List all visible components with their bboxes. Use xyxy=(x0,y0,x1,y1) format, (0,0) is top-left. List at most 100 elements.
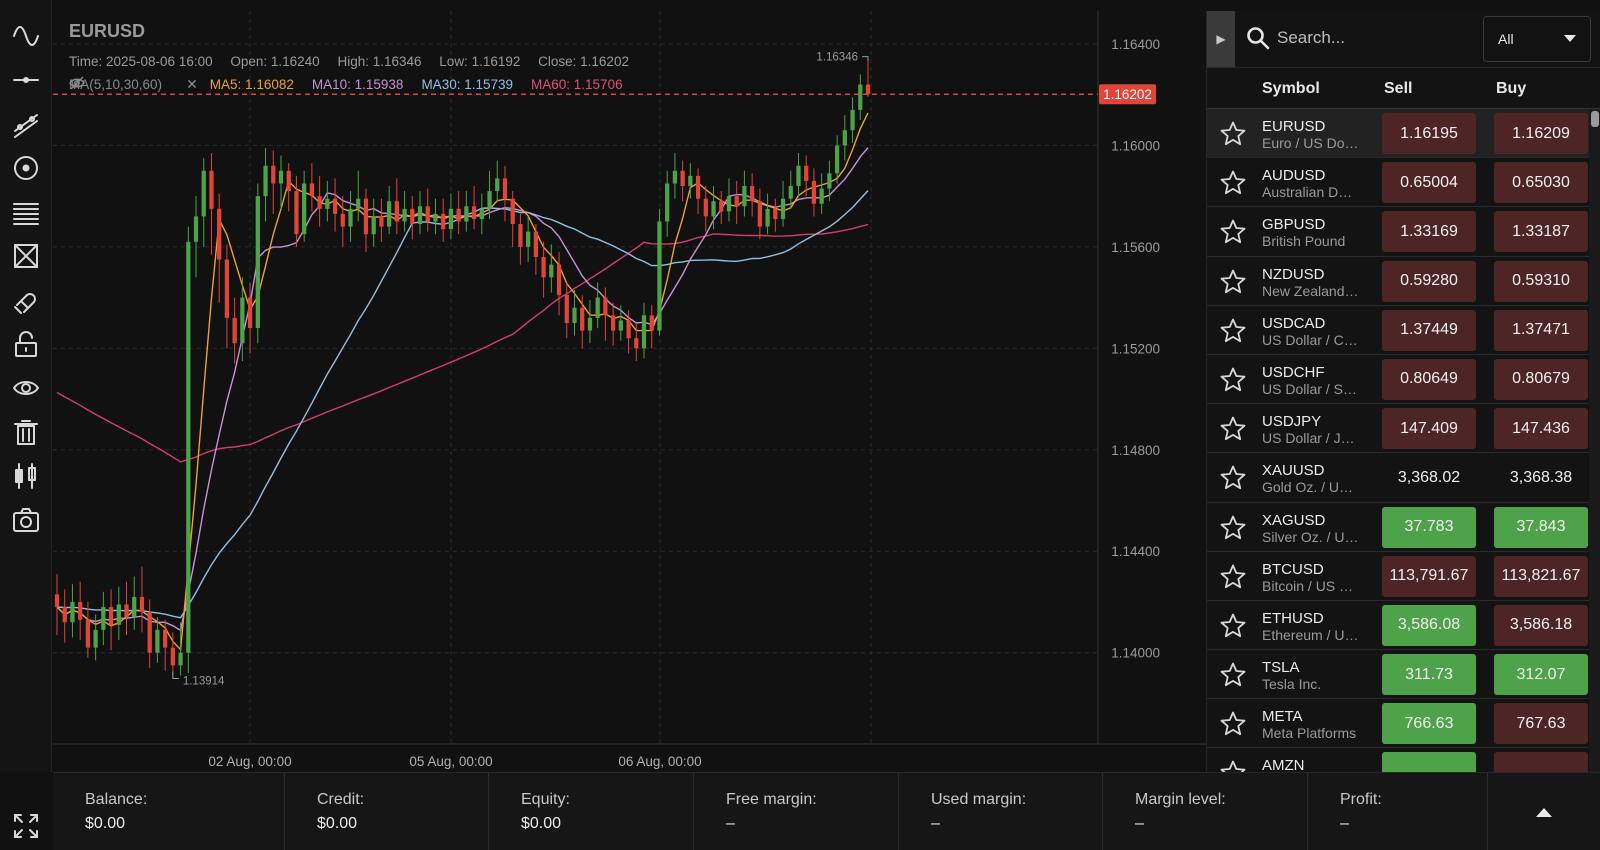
favorite-star-icon[interactable] xyxy=(1219,169,1247,197)
sell-price-button[interactable]: 1.37449 xyxy=(1382,309,1476,351)
margin-level-value: – xyxy=(1135,815,1144,832)
buy-price-button[interactable]: 767.63 xyxy=(1494,703,1588,745)
buy-price-button[interactable]: 147.436 xyxy=(1494,408,1588,450)
buy-price-button[interactable]: 3,368.38 xyxy=(1509,468,1573,486)
chart-type-button[interactable] xyxy=(6,458,46,494)
watchlist-row-gbpusd[interactable]: GBPUSD British Pound 1.33169 1.33187 xyxy=(1207,207,1589,257)
watchlist-row-eurusd[interactable]: EURUSD Euro / US Dollar 1.16195 1.16209 xyxy=(1207,109,1589,159)
favorite-star-icon[interactable] xyxy=(1219,710,1247,738)
buy-price-button[interactable]: 1.33187 xyxy=(1494,211,1588,253)
remove-indicator-icon[interactable]: ✕ xyxy=(186,76,198,92)
delete-drawings-button[interactable] xyxy=(6,414,46,450)
favorite-star-icon[interactable] xyxy=(1219,120,1247,148)
favorite-star-icon[interactable] xyxy=(1219,317,1247,345)
sell-price-button[interactable] xyxy=(1382,752,1476,772)
buy-price-button[interactable]: 37.843 xyxy=(1494,506,1588,548)
row-description: US Dollar / Canadian xyxy=(1262,331,1360,348)
wave-tool-button[interactable] xyxy=(6,18,46,54)
trend-line-tool-button[interactable] xyxy=(6,106,46,142)
candle-body xyxy=(62,607,67,623)
candle-body xyxy=(703,198,708,217)
candle-body xyxy=(124,604,129,618)
symbol-column-header[interactable]: Symbol xyxy=(1262,80,1320,97)
watchlist-row-tsla[interactable]: TSLA Tesla Inc. 311.73 312.07 xyxy=(1207,650,1589,700)
collapse-panel-button[interactable]: ▶ xyxy=(1207,11,1235,67)
favorite-star-icon[interactable] xyxy=(1219,563,1247,591)
candle-body xyxy=(471,206,477,219)
sell-price-button[interactable]: 113,791.67 xyxy=(1382,555,1476,597)
favorite-star-icon[interactable] xyxy=(1219,661,1247,689)
visibility-toggle-button[interactable] xyxy=(6,370,46,406)
buy-price-button[interactable]: 0.59310 xyxy=(1494,260,1588,302)
buy-price-button[interactable]: 113,821.67 xyxy=(1494,555,1588,597)
watchlist-row-amzn[interactable]: AMZNAmazon.com Inc. xyxy=(1207,748,1589,772)
lock-toggle-button[interactable] xyxy=(6,326,46,362)
sell-price-button[interactable]: 147.409 xyxy=(1382,408,1476,450)
free-margin-value: – xyxy=(726,815,735,832)
sell-price-button[interactable]: 3,586.08 xyxy=(1382,604,1476,646)
sell-price-button[interactable]: 766.63 xyxy=(1382,703,1476,745)
equity-label: Equity: xyxy=(521,791,570,808)
row-symbol: AMZN xyxy=(1262,757,1305,772)
favorite-star-icon[interactable] xyxy=(1219,366,1247,394)
scrollbar-thumb[interactable] xyxy=(1591,111,1599,127)
favorite-star-icon[interactable] xyxy=(1219,464,1247,492)
profit-cell: Profit: – xyxy=(1308,773,1488,850)
buy-price-button[interactable] xyxy=(1494,752,1588,772)
favorite-star-icon[interactable] xyxy=(1219,514,1247,542)
favorite-star-icon[interactable] xyxy=(1219,415,1247,443)
candle-body xyxy=(147,612,152,653)
sell-price-button[interactable]: 0.65004 xyxy=(1382,162,1476,204)
candle-body xyxy=(626,320,631,339)
price-chart[interactable]: 1.16400 1.16000 1.15600 1.15200 1.14800 1.144… xyxy=(53,11,1206,771)
sell-price-button[interactable]: 0.59280 xyxy=(1382,260,1476,302)
sell-price-button[interactable]: 311.73 xyxy=(1382,654,1476,696)
sell-price-button[interactable]: 1.33169 xyxy=(1382,211,1476,253)
buy-column-header[interactable]: Buy xyxy=(1496,80,1527,97)
sell-price-button[interactable]: 3,368.02 xyxy=(1397,468,1461,486)
circle-tool-button[interactable] xyxy=(6,150,46,186)
screenshot-button[interactable] xyxy=(6,502,46,538)
buy-price-button[interactable]: 3,586.18 xyxy=(1494,604,1588,646)
candle-body xyxy=(433,213,438,222)
margin-level-cell: Margin level: – xyxy=(1103,773,1308,850)
pattern-tool-button[interactable] xyxy=(6,238,46,274)
candle-body xyxy=(247,297,253,329)
buy-price-button[interactable]: 0.65030 xyxy=(1494,162,1588,204)
magnet-tool-button[interactable] xyxy=(6,282,46,318)
buy-price-button[interactable]: 312.07 xyxy=(1494,654,1588,696)
chart-canvas[interactable]: 1.16400 1.16000 1.15600 1.15200 1.14800 1.144… xyxy=(53,11,1206,771)
category-filter-select[interactable]: All xyxy=(1483,16,1591,62)
buy-price-button[interactable]: 0.80679 xyxy=(1494,358,1588,400)
favorite-star-icon[interactable] xyxy=(1219,218,1247,246)
expand-panel-button[interactable] xyxy=(1488,773,1600,850)
fib-levels-tool-button[interactable] xyxy=(6,194,46,230)
watchlist-row-meta[interactable]: META Meta Platforms 766.63 767.63 xyxy=(1207,699,1589,749)
candle-body xyxy=(618,320,623,331)
watchlist-scrollbar[interactable] xyxy=(1589,109,1600,772)
horizontal-line-tool-button[interactable] xyxy=(6,62,46,98)
favorite-star-icon[interactable] xyxy=(1219,612,1247,640)
favorite-star-icon[interactable] xyxy=(1219,759,1247,772)
candle-body xyxy=(332,198,338,214)
sell-price-button[interactable]: 37.783 xyxy=(1382,506,1476,548)
buy-price-button[interactable]: 1.16209 xyxy=(1494,113,1588,154)
candle-body xyxy=(441,213,446,230)
sell-column-header[interactable]: Sell xyxy=(1384,80,1413,97)
buy-price-button[interactable]: 1.37471 xyxy=(1494,309,1588,351)
favorite-star-icon[interactable] xyxy=(1219,268,1247,296)
sell-price-button[interactable]: 1.16195 xyxy=(1382,113,1476,154)
candle-body xyxy=(850,109,855,131)
watchlist-row-usdchf[interactable]: USDCHF US Dollar / Swiss 0.80649 0.80679 xyxy=(1207,355,1589,405)
search-input[interactable] xyxy=(1277,21,1467,55)
watchlist-row-audusd[interactable]: AUDUSD Australian Dollar 0.65004 0.65030 xyxy=(1207,158,1589,208)
fullscreen-button[interactable] xyxy=(6,808,46,844)
sell-price-button[interactable]: 0.80649 xyxy=(1382,358,1476,400)
